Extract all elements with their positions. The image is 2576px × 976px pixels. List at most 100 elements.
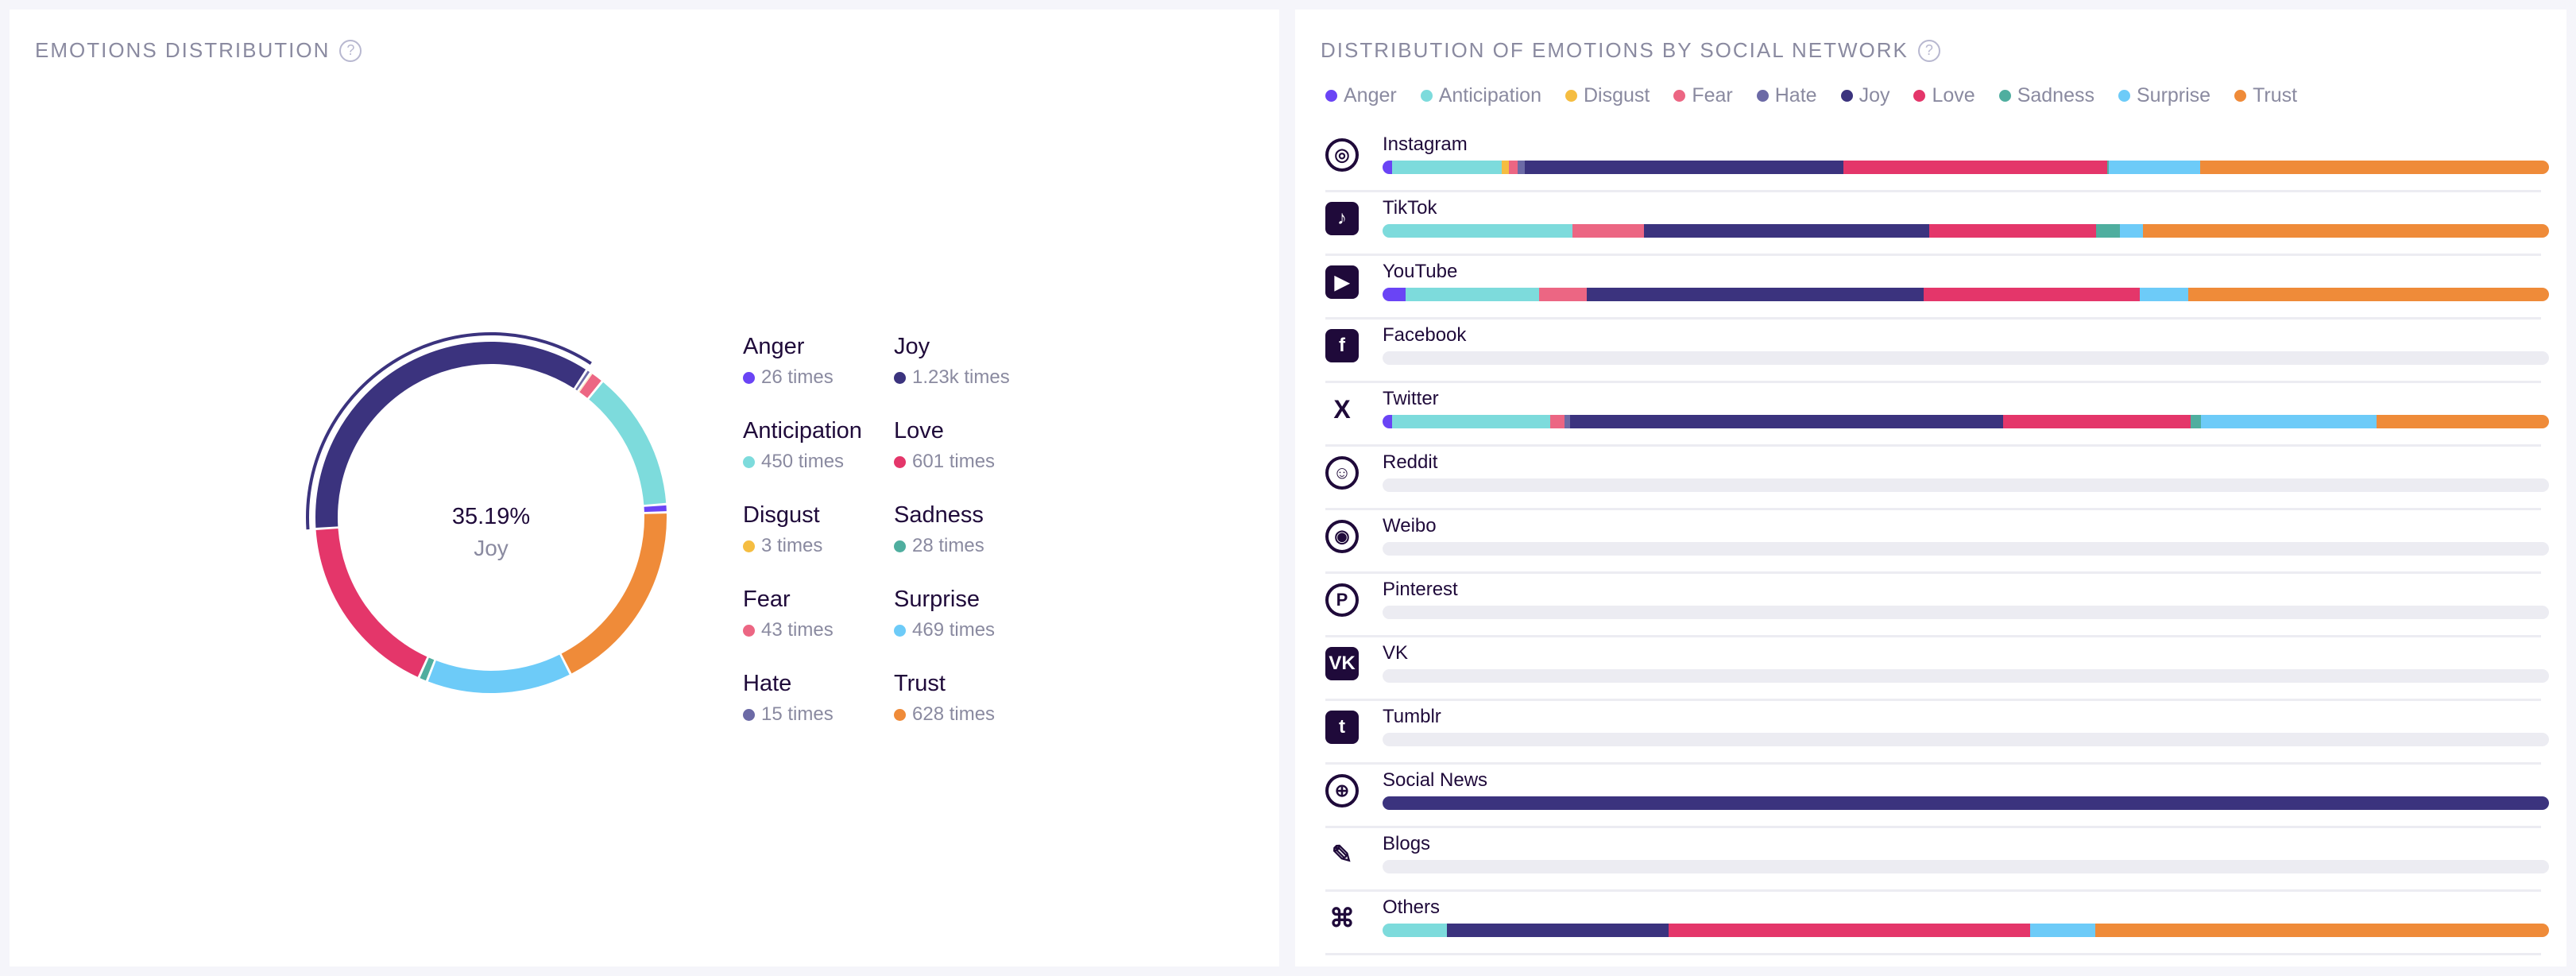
tumblr-icon: t [1325,711,1359,744]
bar-segment-hate[interactable] [1518,161,1526,174]
network-bar [1383,669,2549,683]
bar-segment-love[interactable] [1668,924,2030,937]
help-icon[interactable]: ? [339,39,362,62]
help-icon[interactable]: ? [1917,39,1940,62]
donut-slice-fear[interactable] [579,374,601,398]
bar-segment-hate[interactable] [1564,415,1571,428]
legend-item-disgust[interactable]: Disgust 3 times [743,502,894,557]
series-legend-hate[interactable]: Hate [1756,84,1817,107]
bar-segment-disgust[interactable] [1501,161,1509,174]
bar-segment-surprise[interactable] [2029,924,2095,937]
bar-segment-sadness[interactable] [2106,161,2110,174]
bar-segment-fear[interactable] [1550,415,1565,428]
network-row-tiktok: ♪ TikTok [1325,192,2549,256]
bar-segment-joy[interactable] [1383,796,2549,810]
bar-segment-anticipation[interactable] [1391,415,1551,428]
bar-segment-trust[interactable] [2199,161,2549,174]
network-row-facebook: f Facebook [1325,320,2549,383]
bar-segment-joy[interactable] [1586,288,1924,301]
bar-segment-anger[interactable] [1383,415,1392,428]
donut-highlight-arc [306,332,592,530]
series-legend-joy[interactable]: Joy [1840,84,1889,107]
bar-segment-anticipation[interactable] [1383,924,1447,937]
bar-segment-sadness[interactable] [2096,224,2120,238]
legend-item-love[interactable]: Love 601 times [894,418,1045,473]
legend-item-hate[interactable]: Hate 15 times [743,671,894,726]
bar-segment-fear[interactable] [1508,161,1518,174]
bar-segment-joy[interactable] [1525,161,1843,174]
series-legend-love[interactable]: Love [1913,84,1975,107]
panel-title-wrap: EMOTIONS DISTRIBUTION ? [35,38,362,63]
legend-count: 1.23k times [912,366,1010,388]
donut-slice-trust[interactable] [561,513,667,674]
legend-count: 450 times [761,451,845,472]
legend-dot [2234,90,2247,102]
network-name: Weibo [1383,515,1437,536]
donut-slice-love[interactable] [315,528,427,677]
network-row-instagram: ◎ Instagram [1325,129,2549,192]
series-legend-surprise[interactable]: Surprise [2118,84,2210,107]
legend-item-trust[interactable]: Trust 628 times [894,671,1045,726]
bar-segment-anger[interactable] [1383,161,1392,174]
bar-segment-fear[interactable] [1538,288,1587,301]
bar-segment-anticipation[interactable] [1406,288,1539,301]
bar-segment-joy[interactable] [1643,224,1930,238]
bar-segment-surprise[interactable] [2201,415,2377,428]
network-name: Others [1383,897,1441,918]
panel-title-wrap: DISTRIBUTION OF EMOTIONS BY SOCIAL NETWO… [1321,38,1940,63]
legend-item-joy[interactable]: Joy 1.23k times [894,334,1045,389]
legend-item-sadness[interactable]: Sadness 28 times [894,502,1045,557]
donut-slice-hate[interactable] [575,370,590,391]
vk-icon: VK [1325,647,1359,680]
network-name: Facebook [1383,324,1467,346]
legend-label: Hate [1774,84,1817,107]
network-bar [1383,796,2549,810]
bar-segment-anticipation[interactable] [1383,224,1573,238]
series-legend-trust[interactable]: Trust [2234,84,2297,107]
bar-segment-surprise[interactable] [2139,288,2189,301]
legend-count-wrap: 15 times [743,703,894,726]
series-legend-fear[interactable]: Fear [1673,84,1733,107]
legend-dot [743,540,755,552]
legend-label: Anticipation [743,418,862,443]
network-bar [1383,351,2549,365]
legend-count: 28 times [912,535,984,556]
donut-slice-joy[interactable] [315,342,586,528]
donut-slice-anticipation[interactable] [589,381,667,505]
bar-segment-love[interactable] [1929,224,2097,238]
legend-item-surprise[interactable]: Surprise 469 times [894,587,1045,641]
network-bar [1383,733,2549,746]
series-legend-anger[interactable]: Anger [1325,84,1397,107]
legend-dot [743,371,755,384]
bar-segment-trust[interactable] [2094,924,2549,937]
bar-segment-fear[interactable] [1572,224,1644,238]
bar-segment-joy[interactable] [1446,924,1669,937]
bar-segment-anticipation[interactable] [1391,161,1502,174]
bar-segment-trust[interactable] [2376,415,2549,428]
legend-label: Love [894,418,944,443]
legend-item-anger[interactable]: Anger 26 times [743,334,894,389]
bar-segment-trust[interactable] [2143,224,2549,238]
bar-segment-love[interactable] [1924,288,2140,301]
donut-slice-surprise[interactable] [427,654,570,693]
series-legend-anticipation[interactable]: Anticipation [1420,84,1541,107]
bar-segment-love[interactable] [2002,415,2191,428]
bar-segment-anger[interactable] [1383,288,1406,301]
bar-segment-sadness[interactable] [2191,415,2202,428]
legend-label: Fear [1692,84,1733,107]
legend-dot [894,624,906,637]
bar-segment-trust[interactable] [2188,288,2549,301]
series-legend-sadness[interactable]: Sadness [1998,84,2094,107]
legend-dot [743,455,755,468]
series-legend-disgust[interactable]: Disgust [1565,84,1650,107]
legend-item-anticipation[interactable]: Anticipation 450 times [743,418,894,473]
bar-segment-surprise[interactable] [2109,161,2200,174]
legend-dot [894,455,906,468]
legend-item-fear[interactable]: Fear 43 times [743,587,894,641]
bar-segment-surprise[interactable] [2119,224,2144,238]
bar-segment-love[interactable] [1843,161,2107,174]
network-bar [1383,542,2549,556]
bar-segment-joy[interactable] [1570,415,2003,428]
donut-slice-sadness[interactable] [420,657,435,681]
pinterest-icon: P [1325,583,1359,617]
